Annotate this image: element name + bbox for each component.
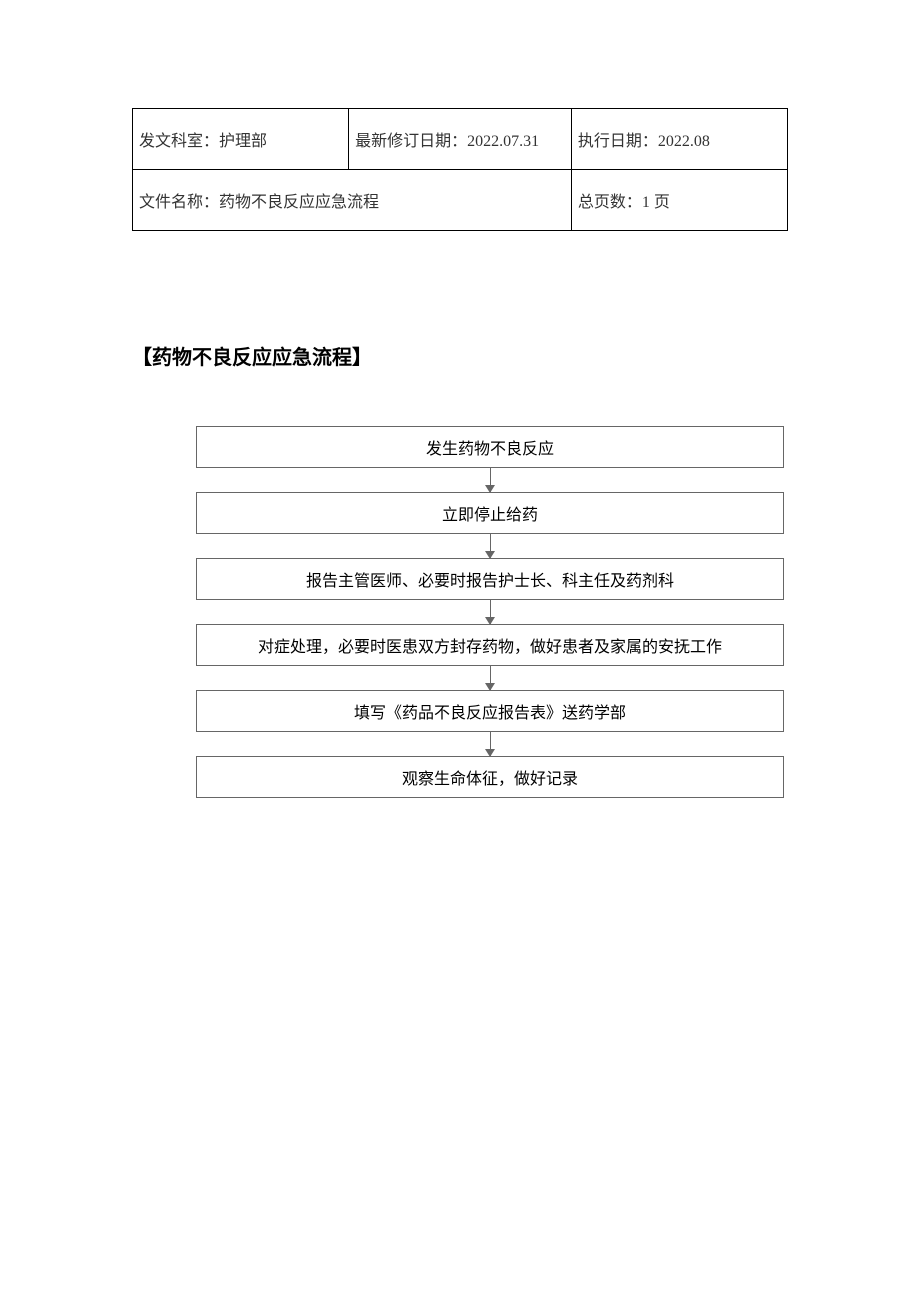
- docname-cell: 文件名称：药物不良反应应急流程: [133, 170, 572, 231]
- revision-cell: 最新修订日期：2022.07.31: [349, 109, 572, 170]
- flow-step-3: 报告主管医师、必要时报告护士长、科主任及药剂科: [196, 558, 784, 600]
- arrow-down-icon: [490, 732, 491, 756]
- flow-step-4: 对症处理，必要时医患双方封存药物，做好患者及家属的安抚工作: [196, 624, 784, 666]
- flowchart: 发生药物不良反应 立即停止给药 报告主管医师、必要时报告护士长、科主任及药剂科 …: [196, 426, 784, 798]
- dept-label: 发文科室：: [139, 133, 219, 150]
- flow-step-5: 填写《药品不良反应报告表》送药学部: [196, 690, 784, 732]
- docname-label: 文件名称：: [139, 194, 219, 211]
- table-row: 文件名称：药物不良反应应急流程 总页数：1 页: [133, 170, 788, 231]
- pages-cell: 总页数：1 页: [571, 170, 787, 231]
- pages-value: 1 页: [642, 194, 670, 211]
- table-row: 发文科室：护理部 最新修订日期：2022.07.31 执行日期：2022.08: [133, 109, 788, 170]
- pages-label: 总页数：: [578, 194, 642, 211]
- flow-step-2: 立即停止给药: [196, 492, 784, 534]
- arrow-down-icon: [490, 666, 491, 690]
- header-table: 发文科室：护理部 最新修订日期：2022.07.31 执行日期：2022.08 …: [132, 108, 788, 231]
- docname-value: 药物不良反应应急流程: [219, 194, 379, 211]
- rev-value: 2022.07.31: [467, 133, 539, 150]
- eff-label: 执行日期：: [578, 133, 658, 150]
- dept-cell: 发文科室：护理部: [133, 109, 349, 170]
- document-page: 发文科室：护理部 最新修订日期：2022.07.31 执行日期：2022.08 …: [0, 0, 920, 798]
- arrow-down-icon: [490, 600, 491, 624]
- flow-step-1: 发生药物不良反应: [196, 426, 784, 468]
- section-title: 【药物不良反应应急流程】: [132, 341, 788, 370]
- eff-value: 2022.08: [658, 133, 710, 150]
- rev-label: 最新修订日期：: [355, 133, 467, 150]
- arrow-down-icon: [490, 468, 491, 492]
- dept-value: 护理部: [219, 133, 267, 150]
- flow-step-6: 观察生命体征，做好记录: [196, 756, 784, 798]
- arrow-down-icon: [490, 534, 491, 558]
- effective-cell: 执行日期：2022.08: [571, 109, 787, 170]
